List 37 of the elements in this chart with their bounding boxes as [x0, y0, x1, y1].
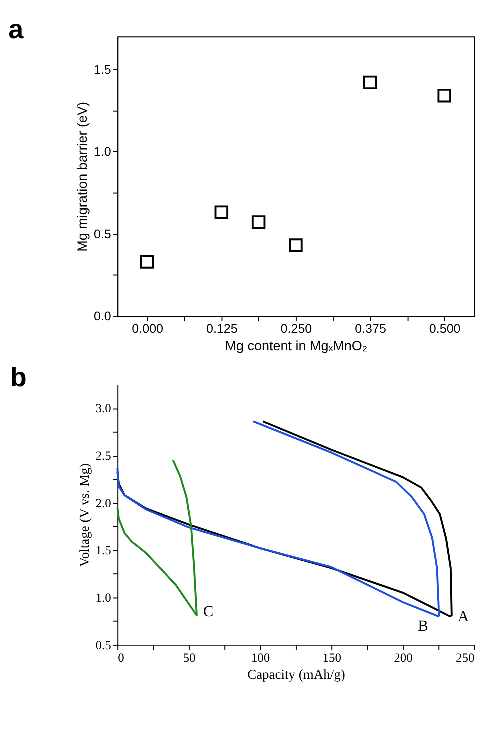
point: [363, 76, 378, 90]
y-tick-label: 1.5: [96, 544, 112, 558]
x-tick-label: 0: [118, 650, 124, 665]
x-tick-label: 250: [456, 650, 475, 665]
y-tick-label: 1.5: [94, 62, 112, 77]
y-axis-title: Mg migration barrier (eV): [75, 102, 90, 252]
chart-title: b: [10, 362, 27, 393]
y-tick-label: 3.0: [96, 402, 112, 416]
line-series: [116, 459, 198, 617]
x-tick-label: 0.500: [429, 322, 461, 336]
y-tick-label: 0.0: [94, 310, 112, 324]
x-tick-label: 150: [322, 650, 342, 665]
point: [214, 206, 229, 220]
x-axis-title: Capacity (mAh/g): [248, 667, 346, 682]
y-tick-label: 2.5: [96, 449, 112, 463]
point: [140, 255, 154, 269]
series-label: A: [458, 608, 470, 626]
x-tick-label: 50: [183, 650, 196, 665]
x-tick-label: 0.250: [280, 322, 312, 336]
y-tick-label: 0.5: [94, 227, 112, 242]
x-tick-label: 100: [251, 650, 270, 665]
y-tick-label: 0.5: [96, 638, 112, 652]
x-tick-label: 0.000: [132, 322, 164, 336]
chart-title: a: [8, 14, 25, 45]
x-tick-label: 0.375: [355, 322, 386, 336]
y-axis-title: Voltage (V vs. Mg): [76, 463, 92, 568]
x-tick-label: 200: [394, 650, 413, 665]
y-tick-label: 2.0: [96, 496, 112, 510]
series-label: B: [418, 618, 428, 636]
y-tick-label: 1.0: [96, 590, 112, 605]
x-tick-label: 0.125: [206, 322, 238, 336]
series-label: C: [203, 604, 214, 621]
point: [252, 216, 266, 230]
point: [438, 88, 452, 103]
y-tick-label: 1.0: [94, 145, 112, 160]
x-axis-title: Mg content in MgₓMnO₂: [225, 338, 368, 354]
point: [289, 238, 303, 252]
